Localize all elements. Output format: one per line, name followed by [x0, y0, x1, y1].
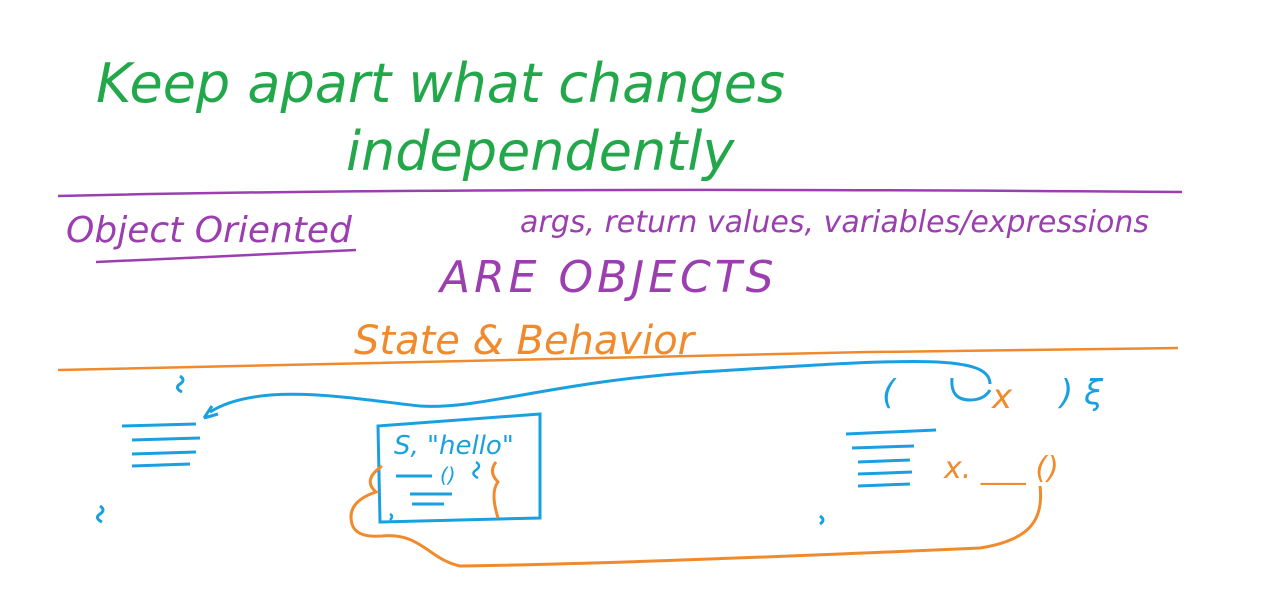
orange-divider: [57, 346, 1179, 372]
heading-line-2: independently: [346, 120, 735, 183]
blue-arrow-head: [202, 405, 219, 420]
center-object-box: S, "hello" (): [376, 412, 542, 524]
heading-line-1: Keep apart what changes: [96, 52, 785, 115]
paren-open: (: [882, 373, 897, 413]
inner-call: (): [440, 463, 456, 487]
right-code-block: [819, 428, 937, 526]
object-oriented-title: Object Oriented: [66, 210, 353, 251]
inner-literal: S, "hello": [394, 431, 514, 461]
param-arrow-loop: [950, 377, 992, 402]
left-code-block: [95, 374, 201, 524]
are-objects-label: ARE OBJECTS: [437, 252, 778, 303]
method-call: x. ___ (): [943, 451, 1059, 486]
blue-flow-arrow: [209, 360, 992, 414]
value-kinds-list: args, return values, variables/expressio…: [520, 205, 1149, 240]
orange-loop: [349, 464, 1043, 568]
purple-divider: [57, 188, 1183, 198]
paren-close: ) ξ: [1057, 373, 1104, 413]
object-oriented-underline: [95, 248, 357, 264]
param-x: x: [991, 377, 1013, 417]
orange-brace-inner: [491, 461, 501, 519]
